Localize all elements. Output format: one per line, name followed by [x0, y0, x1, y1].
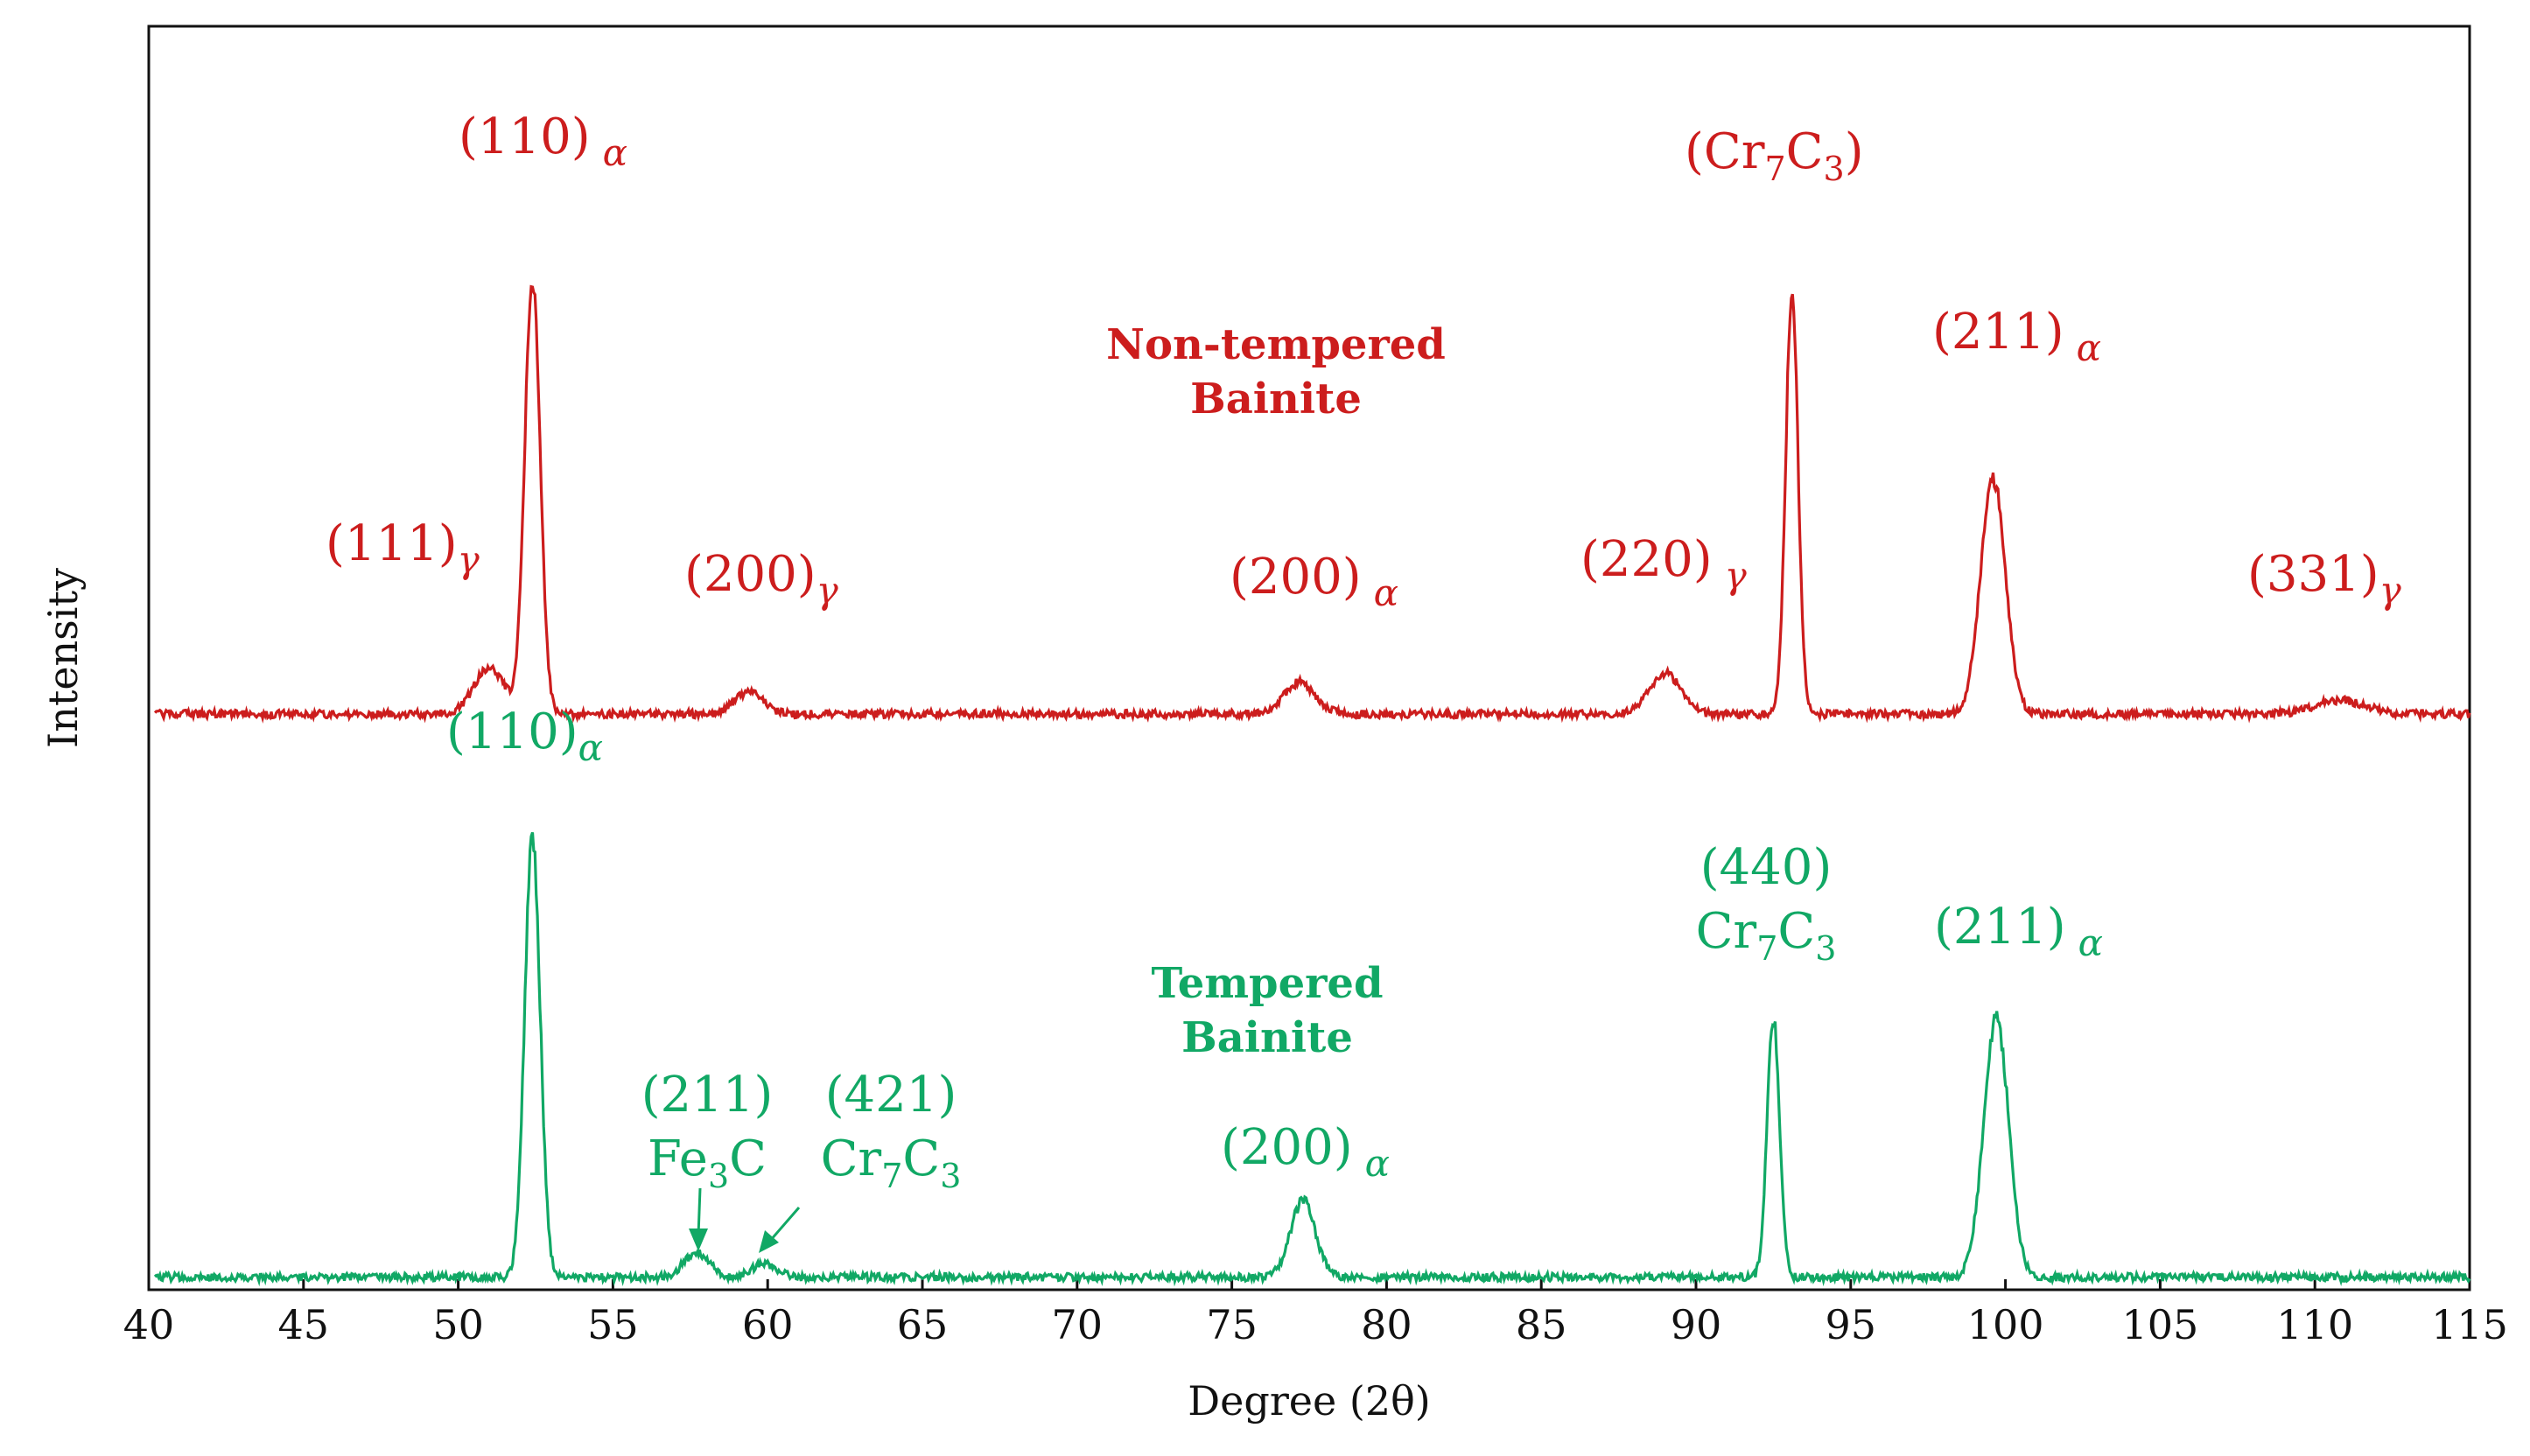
legend-tempered-line2: Bainite: [1181, 1013, 1353, 1062]
x-tick-label: 115: [2431, 1301, 2508, 1348]
peak-label-t-421-line1: (421): [825, 1067, 957, 1124]
peak-label-t-421-line2: Cr7C3: [821, 1130, 962, 1195]
labels-non-tempered: (111)γ (110) α (200)γ (200) α (220) γ (Cr7C…: [326, 108, 2402, 614]
peak-label-t-440-line1: (440): [1700, 839, 1833, 896]
x-tick-label: 50: [432, 1301, 484, 1348]
x-tick-label: 65: [897, 1301, 949, 1348]
x-tick-label: 60: [742, 1301, 794, 1348]
peak-label-nt-220: (220) γ: [1580, 531, 1748, 597]
x-tick-label: 95: [1826, 1301, 1877, 1348]
legend-non-tempered-line2: Bainite: [1190, 374, 1362, 424]
x-tick-label: 55: [587, 1301, 639, 1348]
x-tick-label: 85: [1516, 1301, 1567, 1348]
peak-label-t-fe3c-line2: Fe3C: [648, 1130, 767, 1195]
x-tick-label: 45: [278, 1301, 330, 1348]
x-tick-label: 105: [2121, 1301, 2198, 1348]
peak-label-t-200: (200) α: [1221, 1119, 1390, 1185]
peak-label-nt-200a: (200) α: [1230, 549, 1398, 614]
arrow-cr7c3: [759, 1207, 801, 1253]
series-line-tempered: [153, 831, 2471, 1287]
peak-label-nt-110: (110) α: [459, 108, 627, 174]
peak-label-t-211: (211) α: [1934, 899, 2103, 964]
series-line-non-tempered: [153, 284, 2471, 724]
peak-label-nt-211: (211) α: [1932, 304, 2101, 369]
labels-tempered: (110)α (211) Fe3C (421) Cr7C3 (200) α (44…: [446, 704, 2103, 1253]
peak-label-t-440-line2: Cr7C3: [1696, 903, 1837, 968]
x-axis-title: Degree (2θ): [1188, 1377, 1430, 1424]
peak-label-nt-111: (111)γ: [326, 515, 480, 581]
x-tick-label: 90: [1671, 1301, 1722, 1348]
plot-frame: [147, 24, 2471, 1292]
peak-label-nt-331: (331)γ: [2247, 546, 2402, 612]
x-tick-label: 40: [123, 1301, 175, 1348]
arrow-fe3c: [689, 1187, 708, 1251]
x-tick-label: 100: [1967, 1301, 2044, 1348]
legend-non-tempered-line1: Non-tempered: [1106, 320, 1446, 369]
x-tick-label: 110: [2276, 1301, 2353, 1348]
peak-label-nt-200g: (200)γ: [684, 546, 839, 612]
legend-tempered-line1: Tempered: [1151, 959, 1383, 1008]
y-axis-title: Intensity: [39, 568, 87, 748]
peak-label-nt-cr7c3: (Cr7C3): [1685, 123, 1864, 188]
x-tick-label: 80: [1361, 1301, 1412, 1348]
x-tick-label: 70: [1052, 1301, 1104, 1348]
peak-label-t-110: (110)α: [446, 704, 603, 769]
x-tick-label: 75: [1206, 1301, 1258, 1348]
x-axis-ticks: 40 45 50 55 60 65 70 75 80 85 90 95 100 105 110 115: [123, 1279, 2508, 1348]
peak-label-t-fe3c-line1: (211): [641, 1067, 774, 1124]
